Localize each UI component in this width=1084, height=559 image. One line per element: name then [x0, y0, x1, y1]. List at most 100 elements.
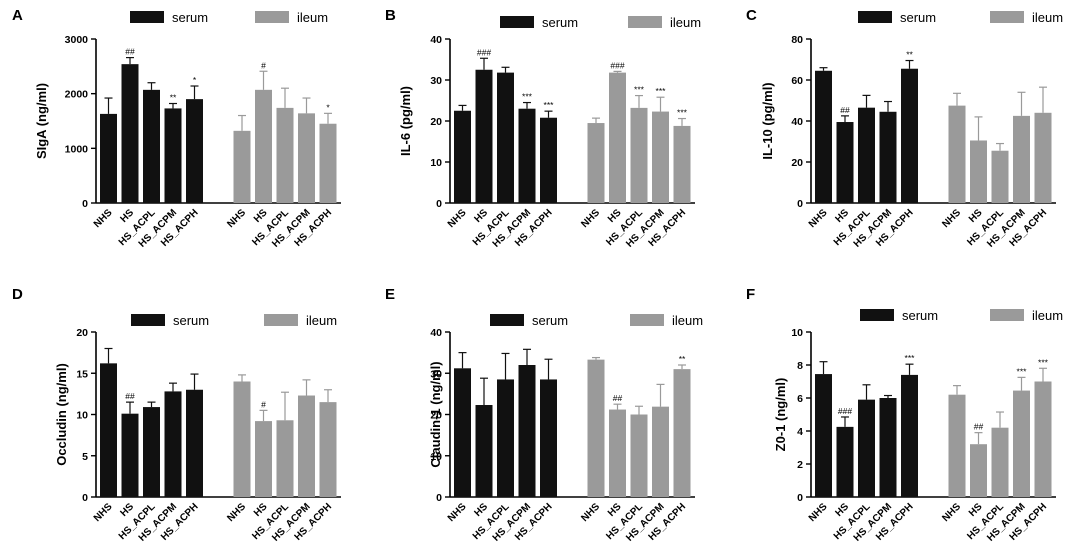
legend-swatch-serum [858, 11, 892, 23]
bar-ileum-NHS [948, 394, 966, 497]
legend-label-serum: serum [900, 10, 936, 25]
bar-ileum-HS_ACPL [630, 107, 648, 203]
significance-label: ## [840, 105, 850, 115]
bar-ileum-HS_ACPL [630, 414, 648, 497]
legend-swatch-serum [500, 16, 534, 28]
y-tick-label: 1000 [65, 143, 89, 155]
y-tick-label: 0 [82, 492, 88, 504]
bar-serum-HS_ACPL [497, 379, 514, 497]
bar-serum-HS_ACPL [143, 407, 160, 497]
significance-label: # [261, 60, 266, 70]
y-tick-label: 15 [76, 368, 88, 380]
y-tick-label: 10 [76, 410, 88, 422]
y-tick-label: 40 [430, 34, 442, 46]
y-tick-label: 20 [791, 157, 803, 169]
panel-letter: C [746, 7, 757, 24]
bar-serum-HS_ACPH [186, 99, 203, 203]
bar-ileum-NHS [233, 130, 251, 203]
panel-letter: F [746, 286, 755, 303]
y-tick-label: 8 [797, 360, 803, 372]
x-tick-label: NHS [446, 207, 469, 230]
significance-label: *** [522, 92, 533, 102]
bar-serum-HS_ACPL [143, 89, 160, 203]
bar-serum-NHS [100, 363, 117, 497]
bar-serum-HS_ACPH [540, 117, 557, 203]
y-tick-label: 10 [430, 157, 442, 169]
legend-label-serum: serum [173, 313, 209, 328]
bar-ileum-NHS [587, 123, 605, 203]
legend-label-serum: serum [532, 313, 568, 328]
y-tick-label: 6 [797, 393, 803, 405]
x-tick-label: NHS [807, 207, 830, 230]
x-tick-label: NHS [92, 501, 115, 524]
bar-ileum-HS_ACPM [1013, 115, 1030, 203]
panel-letter: D [12, 286, 23, 303]
legend-label-ileum: ileum [306, 313, 337, 328]
y-tick-label: 80 [791, 34, 803, 46]
significance-label: *** [1017, 366, 1028, 376]
x-tick-label: NHS [940, 207, 963, 230]
bar-ileum-HS [609, 409, 626, 497]
legend-label-serum: serum [902, 308, 938, 323]
bar-serum-HS_ACPM [879, 398, 897, 497]
bar-ileum-HS [255, 89, 272, 203]
bar-serum-HS_ACPM [879, 111, 897, 203]
significance-label: ## [613, 393, 623, 403]
bar-ileum-HS_ACPM [298, 395, 315, 497]
significance-label: * [326, 102, 330, 112]
y-tick-label: 0 [436, 198, 442, 210]
bar-serum-HS_ACPL [497, 72, 514, 204]
significance-label: ** [906, 50, 913, 60]
bar-ileum-HS_ACPL [991, 427, 1009, 497]
bar-serum-HS_ACPM [164, 391, 182, 497]
y-tick-label: 2000 [65, 89, 89, 101]
chart-panel-B: BIL-6 (pg/ml)010203040NHS###HSHS_ACPL***… [385, 7, 701, 250]
legend-swatch-ileum [255, 11, 289, 23]
bar-ileum-HS_ACPH [1034, 112, 1052, 203]
y-tick-label: 0 [436, 492, 442, 504]
bar-ileum-NHS [948, 105, 966, 203]
legend-label-ileum: ileum [297, 10, 328, 25]
significance-label: ## [974, 422, 984, 432]
significance-label: *** [905, 353, 916, 363]
y-tick-label: 20 [430, 116, 442, 128]
bar-ileum-HS_ACPH [319, 123, 337, 203]
y-tick-label: 30 [430, 75, 442, 87]
bar-ileum-HS_ACPM [298, 113, 315, 203]
x-tick-label: NHS [579, 501, 602, 524]
y-tick-label: 40 [430, 327, 442, 339]
bar-serum-HS_ACPM [518, 108, 536, 203]
y-axis-title: IL-6 (pg/ml) [398, 86, 413, 156]
bar-ileum-HS_ACPL [276, 420, 294, 497]
y-axis-title: Occludin (ng/ml) [54, 363, 69, 466]
y-tick-label: 0 [797, 492, 803, 504]
significance-label: *** [656, 86, 667, 96]
x-tick-label: NHS [225, 501, 248, 524]
y-tick-label: 0 [797, 198, 803, 210]
y-axis-title: Claudin-1 (ng/ml) [428, 361, 443, 467]
y-tick-label: 30 [430, 368, 442, 380]
legend-label-ileum: ileum [1032, 10, 1063, 25]
legend-swatch-serum [860, 309, 894, 321]
bar-ileum-HS_ACPL [276, 107, 294, 203]
legend-swatch-serum [490, 314, 524, 326]
y-tick-label: 20 [76, 327, 88, 339]
bar-serum-HS [121, 413, 139, 497]
legend-swatch-ileum [990, 309, 1024, 321]
y-tick-label: 10 [430, 451, 442, 463]
bar-serum-HS [836, 426, 854, 497]
bar-serum-NHS [815, 374, 832, 497]
legend-swatch-ileum [264, 314, 298, 326]
bar-ileum-HS_ACPM [652, 406, 669, 497]
legend-label-ileum: ileum [670, 15, 701, 30]
significance-label: ### [477, 47, 491, 57]
legend-swatch-serum [130, 11, 164, 23]
y-tick-label: 3000 [65, 34, 89, 46]
bar-ileum-HS_ACPM [1013, 390, 1030, 497]
legend-label-serum: serum [542, 15, 578, 30]
significance-label: ## [125, 391, 135, 401]
y-tick-label: 4 [797, 426, 803, 438]
legend-swatch-serum [131, 314, 165, 326]
